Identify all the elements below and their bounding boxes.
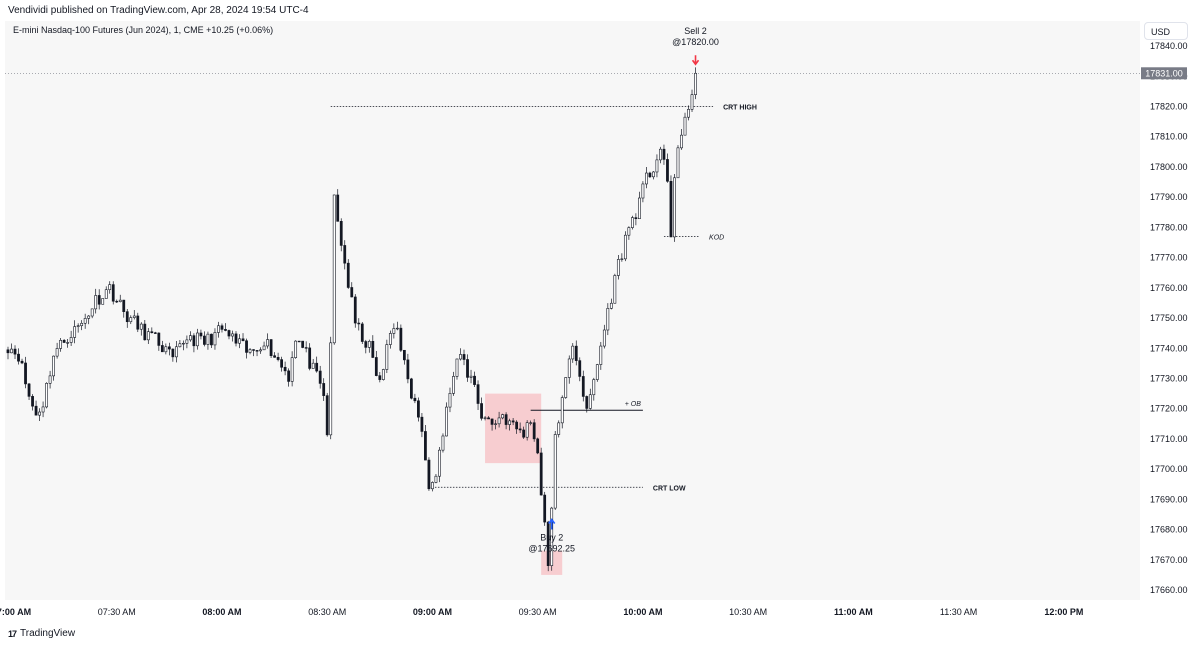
y-tick-label: 17740.00 [1150, 343, 1188, 353]
y-tick-label: 17810.00 [1150, 132, 1188, 142]
y-tick-label: 17780.00 [1150, 222, 1188, 232]
x-tick-label: 08:00 AM [202, 607, 241, 617]
x-tick-label: 09:30 AM [519, 607, 557, 617]
last-price-tag: 17831.00 [1141, 67, 1187, 80]
x-tick-label: 11:30 AM [940, 607, 977, 617]
y-tick-label: 17730.00 [1150, 373, 1188, 383]
last-price-tag-bg [1141, 67, 1187, 80]
y-tick-label: 17790.00 [1150, 192, 1188, 202]
time-axis: 07:00 AM 07:30 AM 08:00 AM 08:30 AM 09:00 AM… [0, 607, 1083, 617]
y-tick-label: 17690.00 [1150, 494, 1188, 504]
chart-plot-area[interactable] [5, 21, 1140, 600]
x-tick-label: 10:00 AM [623, 607, 662, 617]
y-tick-label: 17720.00 [1150, 404, 1188, 414]
y-tick-label: 17660.00 [1150, 585, 1188, 595]
x-tick-label: 08:30 AM [308, 607, 346, 617]
last-price-label: 17831.00 [1145, 68, 1183, 78]
x-tick-label: 12:00 PM [1044, 607, 1083, 617]
x-tick-label: 11:00 AM [834, 607, 873, 617]
y-tick-label: 17700.00 [1150, 464, 1188, 474]
x-tick-label: 07:00 AM [0, 607, 31, 617]
x-tick-label: 07:30 AM [98, 607, 136, 617]
y-tick-label: 17830.00 [1150, 71, 1188, 81]
price-axis: 17840.00 17830.00 17820.00 17810.00 17800.00… [1141, 41, 1188, 595]
instrument-legend: E-mini Nasdaq-100 Futures (Jun 2024), 1,… [13, 25, 274, 35]
publish-header: Vendividi published on TradingView.com, … [8, 5, 309, 16]
y-tick-label: 17750.00 [1150, 313, 1188, 323]
x-tick-label: 10:30 AM [729, 607, 767, 617]
currency-button[interactable]: USD [1144, 22, 1188, 40]
y-tick-label: 17670.00 [1150, 555, 1188, 565]
y-tick-label: 17680.00 [1150, 525, 1188, 535]
y-tick-label: 17840.00 [1150, 41, 1188, 51]
footer-brand-name: TradingView [20, 628, 76, 639]
tradingview-logo-icon: 17 [8, 628, 17, 639]
y-tick-label: 17760.00 [1150, 283, 1188, 293]
x-tick-label: 09:00 AM [413, 607, 452, 617]
y-tick-label: 17820.00 [1150, 102, 1188, 112]
y-tick-label: 17770.00 [1150, 253, 1188, 263]
y-tick-label: 17710.00 [1150, 434, 1188, 444]
footer-brand[interactable]: 17 TradingView [8, 628, 75, 639]
y-tick-label: 17800.00 [1150, 162, 1188, 172]
